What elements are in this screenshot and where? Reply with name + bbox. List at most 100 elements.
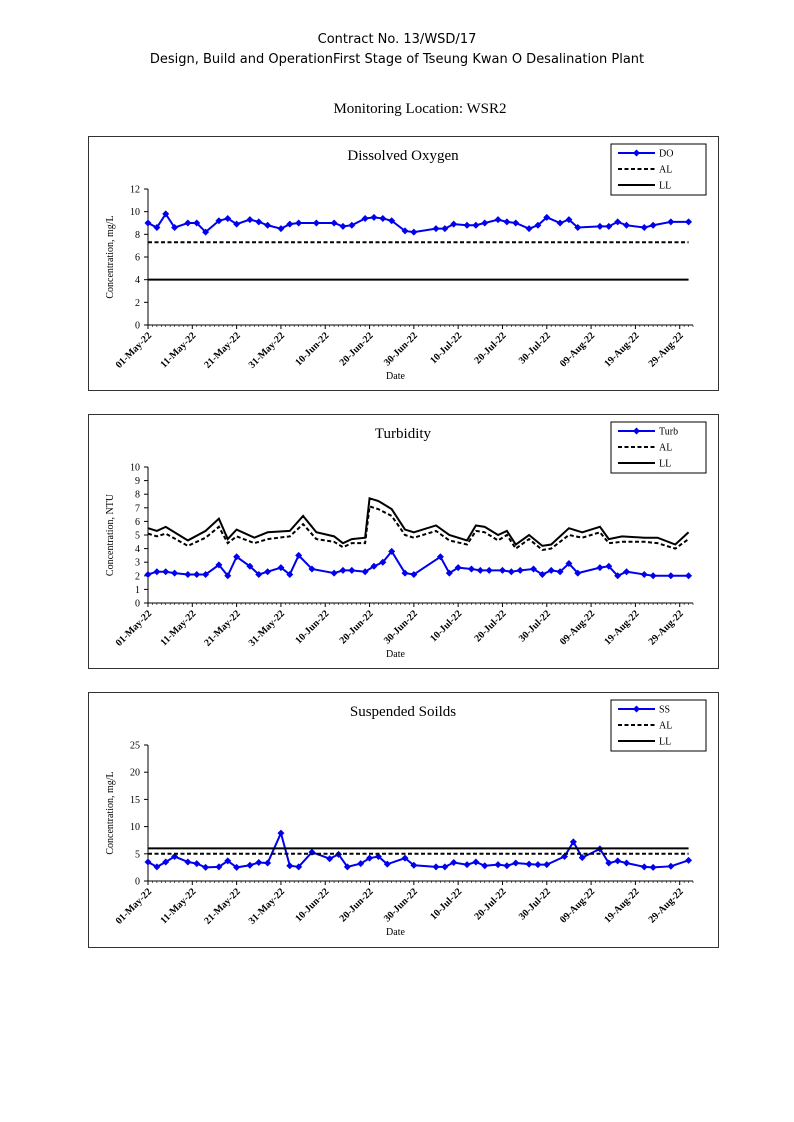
data-point [215, 217, 223, 225]
data-point [153, 568, 161, 576]
data-point [162, 858, 170, 866]
chart-title: Suspended Soilds [350, 704, 456, 720]
data-point [640, 863, 648, 871]
y-tick-label: 10 [130, 207, 140, 218]
legend: SS AL LL [610, 699, 707, 752]
legend-label: Turb [659, 427, 678, 438]
y-tick-label: 3 [135, 558, 140, 569]
data-point [277, 564, 285, 572]
data-point [162, 210, 170, 218]
data-point [144, 219, 152, 227]
x-axis-label: Date [386, 927, 405, 938]
data-point [357, 860, 365, 868]
legend-label: AL [659, 165, 672, 176]
y-tick-label: 4 [135, 544, 140, 555]
y-axis-label: Concentration, NTU [105, 493, 116, 576]
data-point [467, 565, 475, 573]
x-tick-label: 11-May-22 [158, 886, 198, 926]
chart-panel-turbidity: Turbidity 0 1 2 3 4 5 6 7 8 9 10 Concentration, NTU 0… [88, 414, 719, 669]
data-point [450, 859, 458, 867]
data-point [538, 570, 546, 578]
y-tick-label: 6 [135, 517, 140, 528]
x-tick-label: 20-Jun-22 [338, 330, 376, 368]
data-point [494, 861, 502, 869]
data-point [233, 553, 241, 561]
data-point [596, 222, 604, 230]
data-point [441, 863, 449, 871]
legend-label: LL [659, 459, 671, 470]
chart-panel-dissolved-oxygen: Dissolved Oxygen 0 2 4 6 8 10 12 Concentration, … [88, 136, 719, 391]
legend-label: AL [659, 721, 672, 732]
data-point [144, 570, 152, 578]
y-tick-label: 4 [135, 275, 140, 286]
x-tick-label: 30-Jul-22 [517, 886, 553, 922]
data-point [503, 218, 511, 226]
data-point [295, 863, 303, 871]
data-point [379, 214, 387, 222]
data-point [144, 858, 152, 866]
x-tick-label: 29-Aug-22 [647, 608, 686, 647]
x-tick-label: 29-Aug-22 [647, 886, 686, 925]
y-tick-label: 15 [130, 795, 140, 806]
dissolved-oxygen-chart: Dissolved Oxygen 0 2 4 6 8 10 12 Concentration, … [105, 143, 707, 382]
x-tick-label: 19-Aug-22 [602, 330, 641, 369]
data-point [224, 572, 232, 580]
chart-panel-suspended-solids: Suspended Soilds 0 5 10 15 20 25 Concentration,… [88, 692, 719, 948]
data-point [432, 863, 440, 871]
legend: DO AL LL [610, 143, 707, 196]
data-point [685, 572, 693, 580]
x-tick-label: 20-Jul-22 [473, 886, 509, 922]
data-point [498, 566, 506, 574]
x-tick-label: 11-May-22 [158, 330, 198, 370]
y-tick-label: 12 [130, 185, 140, 196]
data-point [476, 566, 484, 574]
y-tick-label: 10 [130, 463, 140, 474]
data-point [264, 221, 272, 229]
data-point [312, 219, 320, 227]
legend-swatch-marker [633, 427, 640, 435]
data-point [623, 859, 631, 867]
data-point [640, 570, 648, 578]
x-tick-label: 21-May-22 [202, 330, 242, 370]
data-point [277, 829, 285, 837]
data-point [485, 566, 493, 574]
y-tick-label: 20 [130, 768, 140, 779]
x-tick-label: 10-Jun-22 [293, 608, 331, 646]
data-point [578, 854, 586, 862]
x-tick-label: 10-Jun-22 [293, 330, 331, 368]
x-tick-label: 21-May-22 [202, 886, 242, 926]
data-point [215, 863, 223, 871]
data-point [246, 861, 254, 869]
data-point [410, 861, 418, 869]
data-point [153, 863, 161, 871]
data-point [516, 566, 524, 574]
data-point [450, 220, 458, 228]
data-point [574, 224, 582, 232]
data-point [685, 218, 693, 226]
data-point [525, 225, 533, 233]
x-tick-label: 01-May-22 [114, 608, 154, 648]
x-tick-label: 10-Jun-22 [293, 886, 331, 924]
data-point [623, 568, 631, 576]
data-point [286, 862, 294, 870]
data-point [246, 562, 254, 570]
x-tick-label: 30-Jul-22 [517, 608, 553, 644]
data-point [565, 560, 573, 568]
data-point [224, 214, 232, 222]
data-point [361, 214, 369, 222]
data-point [388, 217, 396, 225]
y-tick-label: 9 [135, 476, 140, 487]
data-point [264, 859, 272, 867]
data-point [224, 857, 232, 865]
data-point [649, 221, 657, 229]
y-tick-label: 8 [135, 230, 140, 241]
data-point [264, 568, 272, 576]
data-point [481, 862, 489, 870]
data-point [605, 562, 613, 570]
y-tick-label: 2 [135, 298, 140, 309]
x-tick-label: 01-May-22 [114, 330, 154, 370]
y-tick-label: 1 [135, 585, 140, 596]
data-point [330, 219, 338, 227]
data-point [233, 220, 241, 228]
data-point [255, 218, 263, 226]
